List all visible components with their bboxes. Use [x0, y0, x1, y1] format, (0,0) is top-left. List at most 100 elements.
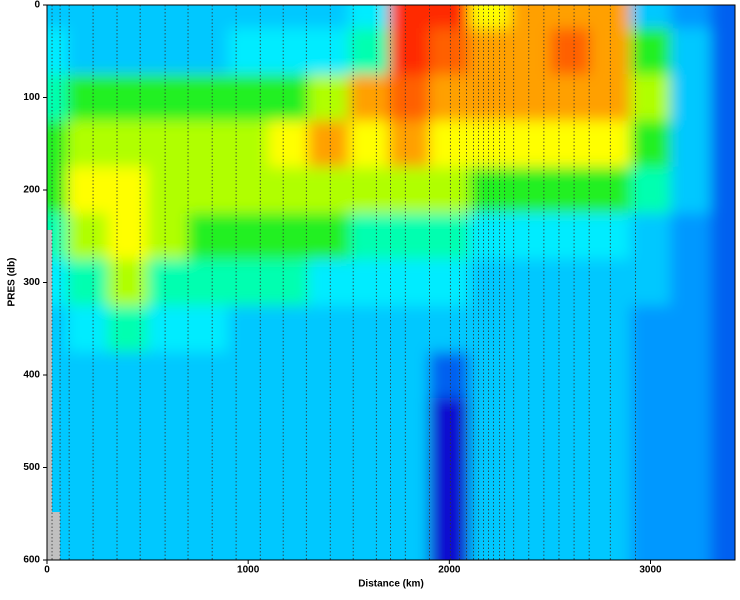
field-cell — [549, 536, 591, 560]
field-cell — [147, 305, 189, 353]
field-cell — [388, 166, 430, 214]
y-axis-label: PRES (db) — [7, 258, 18, 307]
field-cell — [429, 490, 470, 538]
field-cell — [630, 166, 672, 214]
field-cell — [388, 213, 430, 260]
field-cell — [187, 74, 229, 122]
field-cell — [67, 74, 108, 122]
field-cell — [187, 120, 229, 168]
y-tick-label: 0 — [34, 0, 40, 11]
field-cell — [107, 490, 149, 538]
field-cell — [268, 305, 310, 353]
field-cell — [509, 28, 551, 75]
field-cell — [268, 120, 310, 168]
field-cell — [710, 536, 735, 560]
field-cell — [670, 536, 712, 560]
field-cell — [268, 5, 310, 29]
field-cell — [630, 490, 672, 538]
field-cell — [308, 536, 350, 560]
field-cell — [187, 28, 229, 75]
field-cell — [710, 74, 735, 122]
field-cell — [670, 490, 712, 538]
field-cell — [429, 351, 470, 399]
field-cell — [187, 351, 229, 399]
field-cell — [630, 305, 672, 353]
y-tick-label: 100 — [23, 92, 40, 103]
field-cell — [107, 213, 149, 260]
field-cell — [710, 305, 735, 353]
field-cell — [429, 5, 470, 29]
field — [47, 5, 735, 560]
field-cell — [469, 120, 511, 168]
field-cell — [147, 28, 189, 75]
field-cell — [308, 120, 350, 168]
field-cell — [228, 74, 269, 122]
field-cell — [710, 398, 735, 445]
field-cell — [509, 166, 551, 214]
field-cell — [549, 398, 591, 445]
field-cell — [429, 536, 470, 560]
field-cell — [67, 490, 108, 538]
field-cell — [710, 444, 735, 492]
x-axis-label: Distance (km) — [358, 579, 424, 590]
field-cell — [228, 259, 269, 307]
field-cell — [187, 305, 229, 353]
field-cell — [509, 536, 551, 560]
field-cell — [47, 28, 68, 75]
field-cell — [228, 536, 269, 560]
field-cell — [509, 5, 551, 29]
field-cell — [348, 444, 390, 492]
field-cell — [67, 351, 108, 399]
field-cell — [268, 398, 310, 445]
field-cell — [549, 259, 591, 307]
y-tick-label: 500 — [23, 462, 40, 473]
field-cell — [348, 5, 390, 29]
x-tick-label: 1000 — [237, 565, 260, 576]
field-cell — [710, 120, 735, 168]
field-cell — [509, 444, 551, 492]
field-cell — [147, 398, 189, 445]
field-cell — [469, 444, 511, 492]
field-cell — [630, 444, 672, 492]
field-cell — [549, 166, 591, 214]
field-cell — [469, 398, 511, 445]
field-cell — [147, 444, 189, 492]
field-cell — [228, 166, 269, 214]
field-cell — [509, 398, 551, 445]
field-cell — [509, 120, 551, 168]
field-cell — [630, 28, 672, 75]
field-cell — [107, 166, 149, 214]
field-cell — [308, 490, 350, 538]
field-cell — [509, 305, 551, 353]
field-cell — [147, 5, 189, 29]
field-cell — [268, 444, 310, 492]
field-cell — [107, 536, 149, 560]
field-cell — [509, 213, 551, 260]
field-cell — [710, 490, 735, 538]
field-cell — [67, 28, 108, 75]
field-cell — [388, 398, 430, 445]
field-cell — [187, 536, 229, 560]
field-cell — [107, 444, 149, 492]
field-cell — [308, 166, 350, 214]
field-cell — [469, 166, 511, 214]
field-cell — [509, 259, 551, 307]
field-cell — [228, 351, 269, 399]
field-cell — [388, 536, 430, 560]
field-cell — [670, 166, 712, 214]
field-cell — [187, 444, 229, 492]
field-cell — [549, 28, 591, 75]
field-cell — [549, 351, 591, 399]
field-cell — [549, 213, 591, 260]
field-cell — [67, 120, 108, 168]
field-cell — [429, 74, 470, 122]
field-cell — [549, 490, 591, 538]
field-cell — [308, 351, 350, 399]
field-cell — [228, 444, 269, 492]
field-cell — [147, 166, 189, 214]
field-cell — [388, 74, 430, 122]
field-cell — [107, 5, 149, 29]
field-cell — [228, 213, 269, 260]
field-cell — [268, 28, 310, 75]
field-cell — [147, 259, 189, 307]
